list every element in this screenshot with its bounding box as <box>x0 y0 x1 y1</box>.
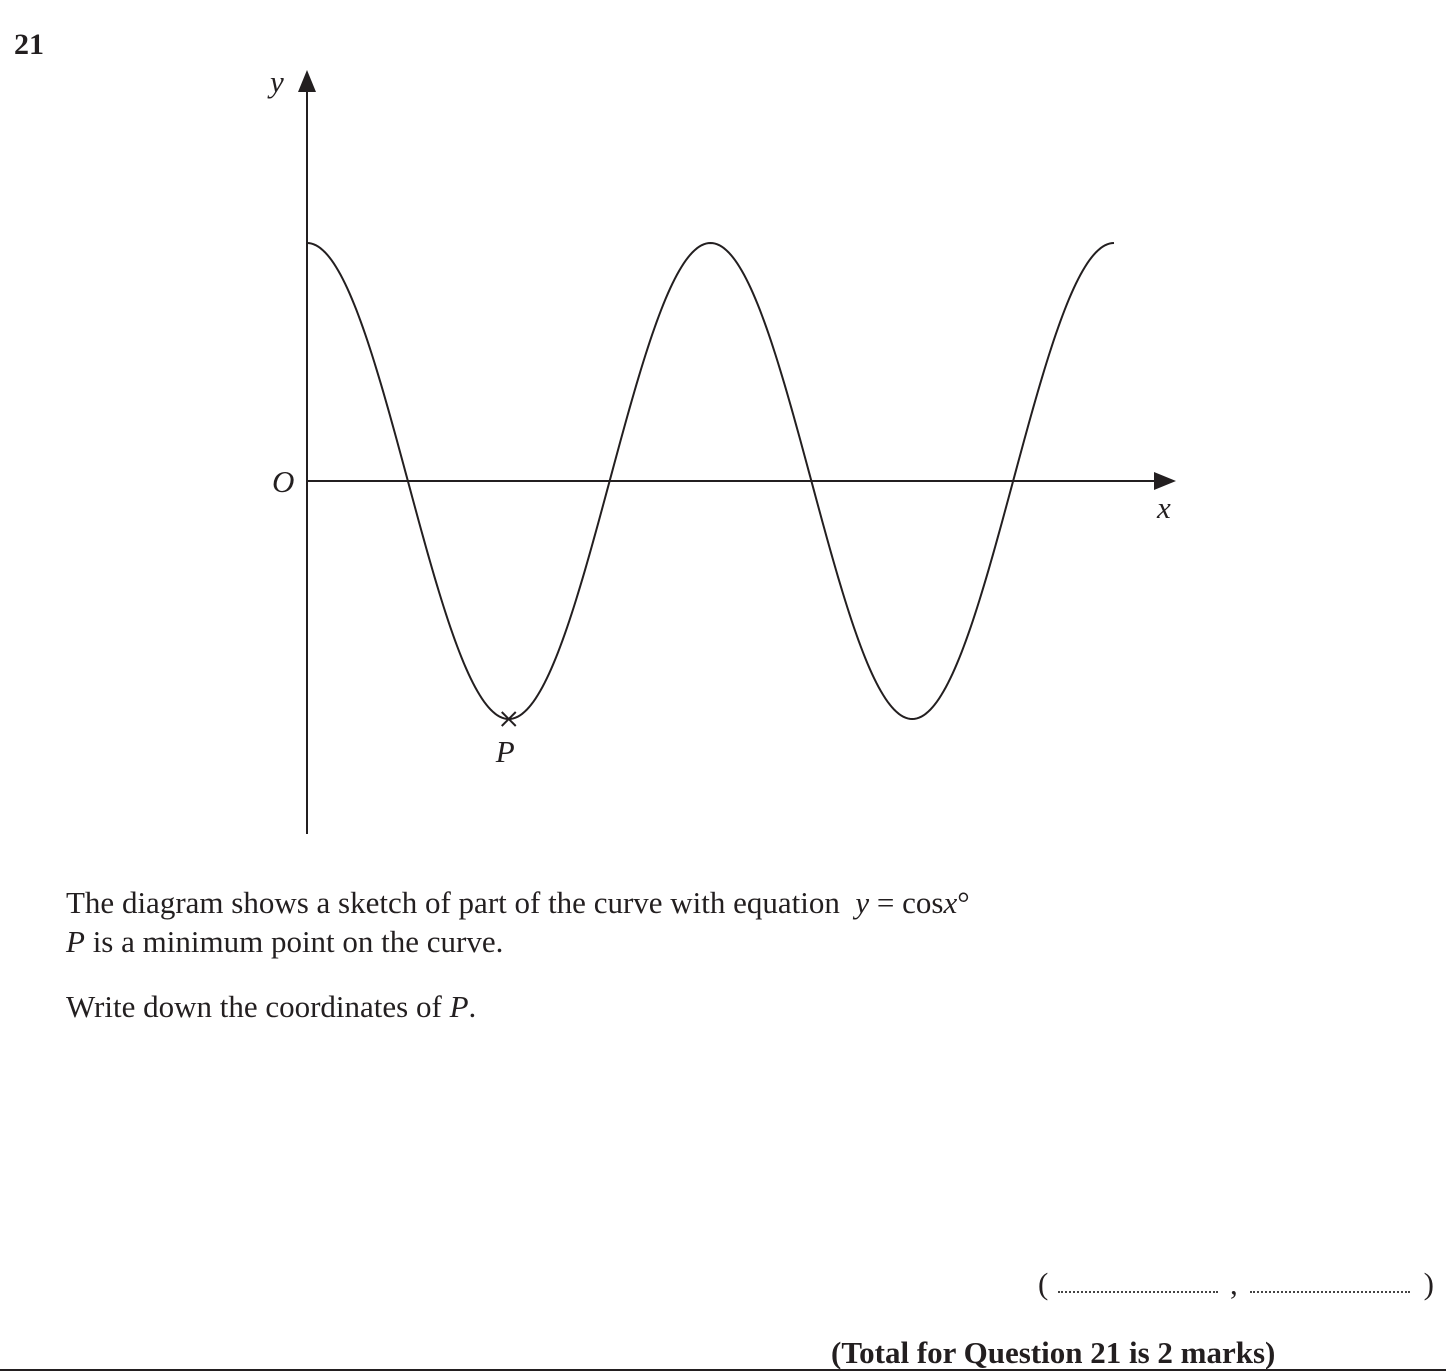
instruction-text: Write down the coordinates of <box>66 989 450 1024</box>
cosine-curve <box>306 241 1115 721</box>
y-axis-arrowhead <box>298 70 316 92</box>
x-axis-label: x <box>1156 490 1171 525</box>
answer-line: ( , ) <box>1038 1264 1434 1304</box>
question-line-1: The diagram shows a sketch of part of th… <box>66 883 970 922</box>
instruction-end: . <box>468 989 477 1024</box>
question-line-2: P is a minimum point on the curve. <box>66 922 503 961</box>
question-text-2: is a minimum point on the curve. <box>84 924 504 959</box>
point-p-label: P <box>495 734 515 769</box>
x-axis-arrowhead <box>1154 472 1176 490</box>
answer-comma: , <box>1230 1266 1238 1301</box>
equation-y: y <box>855 885 870 920</box>
answer-open-paren: ( <box>1038 1266 1049 1301</box>
answer-close-paren: ) <box>1423 1266 1434 1301</box>
equation-degree: ° <box>957 885 970 920</box>
question-instruction: Write down the coordinates of P. <box>66 987 476 1026</box>
bottom-rule <box>0 1369 1446 1371</box>
question-text-1: The diagram shows a sketch of part of th… <box>66 885 840 920</box>
total-marks: (Total for Question 21 is 2 marks) <box>831 1335 1276 1370</box>
origin-label: O <box>272 464 294 499</box>
curve-diagram: y x O P <box>267 64 1176 834</box>
question-number: 21 <box>14 28 44 61</box>
minimum-point-marker <box>501 711 517 727</box>
y-axis-label: y <box>267 64 284 99</box>
instruction-point: P <box>449 989 469 1024</box>
equation-equals-cos: = cos <box>869 885 944 920</box>
point-p-text: P <box>66 924 85 959</box>
answer-y-field[interactable] <box>1250 1291 1410 1293</box>
answer-x-field[interactable] <box>1058 1291 1218 1293</box>
equation-x: x <box>943 885 958 920</box>
